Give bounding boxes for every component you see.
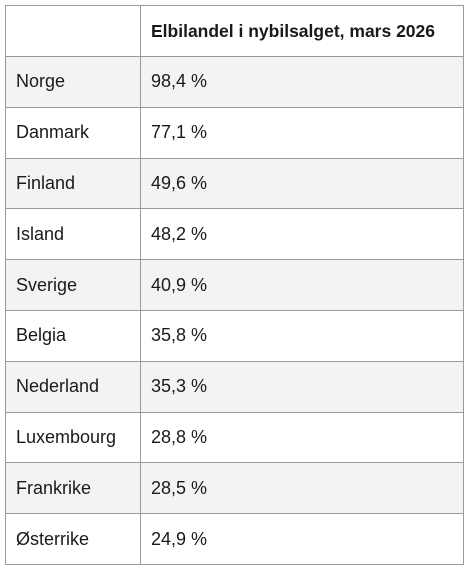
header-row: Elbilandel i nybilsalget, mars 2026 — [5, 5, 464, 57]
country-cell: Luxembourg — [5, 411, 141, 464]
header-cell: Elbilandel i nybilsalget, mars 2026 — [140, 5, 464, 57]
country-cell: Nederland — [5, 360, 141, 413]
share-cell: 77,1 % — [140, 106, 464, 159]
country-cell: Danmark — [5, 106, 141, 159]
country-cell: Sverige — [5, 259, 141, 311]
table-row: Frankrike 28,5 % — [5, 462, 464, 515]
share-cell: 24,9 % — [140, 513, 464, 565]
country-cell: Belgia — [5, 309, 141, 362]
table-row: Sverige 40,9 % — [5, 259, 464, 311]
table-row: Finland 49,6 % — [5, 157, 464, 210]
share-cell: 28,5 % — [140, 462, 464, 515]
share-cell: 35,3 % — [140, 360, 464, 413]
header-empty-cell — [5, 5, 141, 57]
country-cell: Finland — [5, 157, 141, 210]
country-cell: Østerrike — [5, 513, 141, 565]
table-row: Belgia 35,8 % — [5, 309, 464, 362]
table-body: Norge 98,4 % Danmark 77,1 % Finland 49,6 % Isl… — [5, 56, 464, 565]
share-cell: 35,8 % — [140, 309, 464, 362]
country-cell: Island — [5, 208, 141, 261]
share-cell: 40,9 % — [140, 259, 464, 311]
table-row: Danmark 77,1 % — [5, 106, 464, 159]
country-cell: Frankrike — [5, 462, 141, 515]
table-row: Luxembourg 28,8 % — [5, 411, 464, 464]
table-row: Island 48,2 % — [5, 208, 464, 261]
share-cell: 98,4 % — [140, 56, 464, 108]
table-row: Norge 98,4 % — [5, 56, 464, 108]
table-row: Nederland 35,3 % — [5, 360, 464, 413]
share-cell: 28,8 % — [140, 411, 464, 464]
table-row: Østerrike 24,9 % — [5, 513, 464, 565]
share-cell: 49,6 % — [140, 157, 464, 210]
country-table: Elbilandel i nybilsalget, mars 2026 Norg… — [5, 5, 464, 565]
country-cell: Norge — [5, 56, 141, 108]
share-cell: 48,2 % — [140, 208, 464, 261]
